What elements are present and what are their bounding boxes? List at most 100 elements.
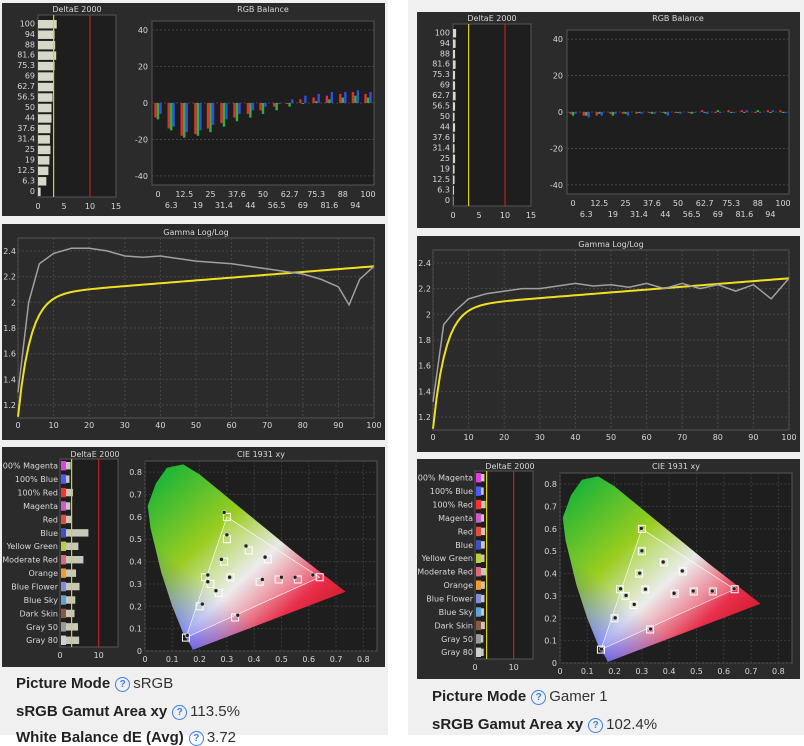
x-tick: 75.3 (307, 190, 325, 199)
rgb-bar-g (585, 112, 588, 116)
help-icon[interactable]: ? (531, 690, 547, 705)
level-label: 81.6 (432, 60, 450, 69)
x-tick: 0 (57, 651, 62, 660)
rgb-bar-g (624, 112, 627, 114)
rgb-title: RGB Balance (652, 14, 704, 23)
y-tick: 40 (138, 26, 148, 35)
help-icon[interactable]: ? (115, 677, 131, 692)
gamut-label: sRGB Gamut Area xy (16, 703, 168, 720)
rgb-bar-r (687, 112, 691, 113)
level-label: 56.5 (17, 93, 35, 102)
target-square (293, 575, 302, 584)
x-tick: 0.1 (166, 655, 179, 664)
rgb-bar-b (614, 112, 617, 114)
rgb-bar-g (288, 103, 291, 107)
level-label: 25 (25, 145, 35, 154)
rgb-bar-r (569, 112, 572, 114)
deltae-bar (38, 82, 54, 92)
x-tick: 6.3 (580, 210, 593, 219)
measured-point (227, 574, 232, 580)
y-tick: 0 (143, 99, 148, 108)
measured-point (710, 588, 715, 594)
x-tick: 50 (191, 421, 201, 430)
panel-color-l: DeltaE 2000 100% Magenta 100% Blue 100% Red… (2, 447, 385, 667)
x-tick: 6.3 (165, 201, 178, 210)
rgb-bar-r (206, 103, 210, 129)
deltae-bar (38, 145, 51, 155)
x-tick: 10 (94, 651, 104, 660)
color-charts-left: DeltaE 2000 100% Magenta 100% Blue 100% Red… (2, 450, 378, 664)
target-square (678, 567, 687, 576)
deltae-bar (38, 51, 57, 60)
level-label: 19 (25, 155, 35, 164)
y-tick: 0.5 (544, 547, 557, 556)
gamma-target-line (432, 277, 790, 429)
target-square (610, 614, 619, 623)
patch-swatch (61, 528, 66, 538)
rgb-bar-g (598, 112, 601, 114)
patch-label: Dark Skin (434, 621, 473, 630)
help-icon[interactable]: ? (188, 731, 204, 746)
rgb-bar-r (609, 112, 612, 114)
deltae-bar (453, 196, 454, 205)
x-tick: 100 (781, 433, 796, 442)
patch-label: Blue Flower (11, 583, 58, 592)
rgb-bar-r (339, 93, 342, 103)
y-tick: 0.2 (544, 614, 557, 623)
level-label: 44 (25, 114, 35, 123)
x-tick: 5 (476, 211, 481, 220)
gamut-left: sRGB Gamut Area xy? 113.5% (16, 703, 240, 720)
patch-label: Dark Skin (19, 609, 58, 618)
measured-point (310, 572, 316, 578)
level-label: 81.6 (17, 51, 35, 60)
x-tick: 0 (142, 655, 147, 664)
rgb-bar-r (635, 112, 638, 114)
deltae-bar (66, 609, 75, 618)
x-tick: 75.3 (722, 199, 740, 208)
target-square (222, 512, 231, 521)
help-icon[interactable]: ? (172, 705, 188, 720)
deltae-bar (66, 488, 73, 497)
rgb-bar-b (679, 112, 682, 114)
measured-point (224, 532, 230, 538)
deltae-bar (66, 515, 72, 524)
deltae-bar (38, 72, 54, 81)
deltae-bar (453, 70, 456, 80)
y-tick: 0 (552, 659, 557, 668)
rgb-bar-r (220, 103, 223, 124)
target-square (689, 587, 698, 596)
level-label: 56.5 (432, 102, 450, 111)
y-tick: 2 (426, 310, 431, 319)
srgb-triangle (185, 516, 321, 639)
measured-point (623, 593, 629, 598)
patch-label: Gray 80 (441, 648, 473, 657)
patch-label: 100% Blue (15, 475, 58, 484)
x-tick: 62.7 (696, 199, 714, 208)
measured-point (262, 554, 268, 560)
patch-label: Moderate Red (2, 556, 58, 565)
x-tick: 0 (472, 663, 477, 672)
target-square (708, 587, 717, 596)
patch-label: Blue Flower (426, 595, 473, 604)
measured-point (235, 612, 241, 618)
y-tick: 1.4 (3, 375, 16, 384)
x-tick: 0 (155, 190, 160, 199)
help-icon[interactable]: ? (588, 718, 604, 733)
patch-label: Gray 80 (26, 636, 58, 645)
patch-label: Gray 50 (441, 635, 473, 644)
deltae-bar (481, 581, 485, 589)
measured-point (639, 548, 645, 554)
y-tick: 2.4 (3, 247, 16, 256)
deltae-bar (453, 29, 457, 38)
rgb-bar-r (766, 110, 770, 112)
rgb-bar-r (180, 103, 183, 136)
level-label: 69 (25, 72, 35, 81)
x-tick: 88 (338, 190, 348, 199)
measured-point (618, 586, 623, 592)
x-tick: 0.3 (221, 655, 234, 664)
deltae-title: DeltaE 2000 (485, 462, 534, 471)
rgb-bar-g (664, 112, 667, 114)
x-tick: 30 (535, 433, 545, 442)
patch-label: Magenta (438, 514, 473, 523)
patch-label: 100% Red (432, 501, 473, 510)
